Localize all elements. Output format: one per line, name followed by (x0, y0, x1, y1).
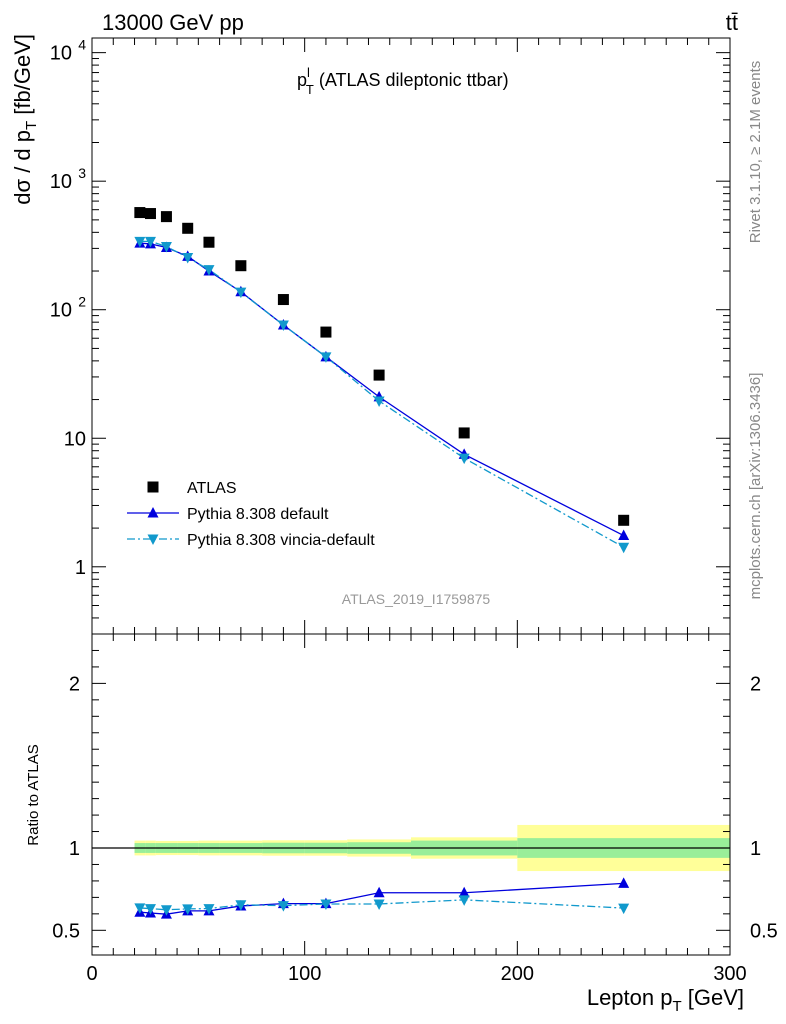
title-base: p (297, 70, 307, 90)
ratio-point-1 (277, 901, 289, 912)
main-point-0 (182, 222, 194, 234)
ratio-point-1 (235, 900, 247, 911)
ratio-point-0 (458, 886, 470, 898)
header-left: 13000 GeV pp (102, 10, 244, 35)
y-tick-label: 10 (50, 171, 72, 193)
ratio-y-tick-label-right: 1 (750, 838, 761, 860)
rivet-label: Rivet 3.1.10, ≥ 2.1M events (747, 61, 764, 244)
y-tick-label: 1 (75, 557, 86, 579)
main-point-2 (160, 242, 172, 253)
main-point-2 (182, 252, 194, 264)
legend-marker-1 (147, 507, 159, 518)
legend-marker-2 (147, 534, 159, 545)
main-point-2 (320, 352, 332, 363)
header-right: tt̄ (726, 10, 738, 35)
main-point-0 (320, 326, 332, 338)
x-tick-label: 100 (288, 963, 321, 985)
ratio-y-tick-label: 0.5 (52, 920, 80, 942)
title-rest: (ATLAS dileptonic ttbar) (314, 70, 509, 90)
y-tick-label: 10 (50, 43, 72, 65)
legend-label-1: Pythia 8.308 default (187, 506, 329, 523)
ratio-point-1 (203, 904, 215, 915)
analysis-id: ATLAS_2019_I1759875 (342, 591, 491, 607)
main-point-0 (277, 294, 289, 306)
main-point-0 (203, 236, 215, 248)
ratio-ylabel: Ratio to ATLAS (25, 744, 42, 845)
xlabel-pre: Lepton p (587, 985, 673, 1010)
ratio-panel: 0 100 200 3000.5 0.51 12 2 (52, 633, 778, 985)
ratio-point-1 (182, 904, 194, 915)
ratio-point-1 (144, 904, 156, 915)
x-tick-label: 200 (501, 963, 534, 985)
y-tick-label: 10 (50, 300, 72, 322)
main-ylabel-sub: T (23, 121, 40, 130)
main-point-2 (373, 396, 385, 407)
ratio-point-1 (134, 903, 146, 914)
main-point-2 (134, 236, 146, 248)
legend: ATLAS Pythia 8.308 default Pythia 8.308 vi… (127, 480, 375, 549)
main-point-0 (235, 260, 247, 272)
main-title: pl T (ATLAS dileptonic ttbar) (297, 65, 509, 97)
xlabel: Lepton pT [GeV] (587, 985, 744, 1015)
xlabel-sub: T (672, 998, 681, 1015)
main-ylabel: dσ / d pT [fb/GeV] (10, 34, 40, 205)
main-point-2 (618, 542, 630, 554)
main-ylabel-pre: dσ / d p (10, 130, 35, 205)
main-line-2 (139, 240, 624, 548)
main-point-2 (235, 287, 247, 299)
main-ylabel-post: [fb/GeV] (10, 34, 35, 121)
ratio-point-1 (373, 899, 385, 910)
main-point-2 (144, 236, 156, 248)
y-tick-label-exp: 4 (78, 37, 86, 53)
ratio-point-1 (320, 899, 332, 910)
ratio-line-0 (139, 882, 624, 915)
ratio-y-tick-label-right: 2 (750, 673, 761, 695)
main-point-0 (618, 514, 630, 526)
ratio-y-tick-label: 1 (69, 838, 80, 860)
legend-label-2: Pythia 8.308 vincia-default (187, 532, 375, 549)
ratio-y-tick-label-right: 0.5 (750, 920, 778, 942)
main-point-2 (277, 320, 289, 332)
ratio-point-1 (160, 905, 172, 916)
mcplots-label: mcplots.cern.ch [arXiv:1306.3436] (747, 373, 764, 600)
x-tick-label: 0 (86, 963, 97, 985)
ratio-point-1 (458, 895, 470, 906)
y-tick-label-exp: 3 (78, 165, 86, 181)
ratio-point-0 (373, 886, 385, 898)
ratio-point-1 (618, 903, 630, 915)
x-tick-label: 300 (713, 963, 746, 985)
title-sup: l (307, 65, 310, 80)
main-point-2 (203, 265, 215, 276)
legend-label-0: ATLAS (187, 480, 237, 497)
y-tick-label-exp: 2 (78, 294, 86, 310)
ratio-y-tick-label: 2 (69, 673, 80, 695)
main-point-0 (458, 427, 470, 439)
title-sub: T (306, 82, 314, 97)
main-point-0 (160, 211, 172, 223)
legend-marker-0 (147, 481, 159, 493)
main-point-0 (144, 208, 156, 220)
y-tick-label: 10 (64, 428, 86, 450)
xlabel-post: [GeV] (682, 985, 744, 1010)
ratio-point-0 (618, 877, 630, 888)
main-point-0 (134, 207, 146, 219)
main-point-2 (458, 453, 470, 465)
main-point-1 (618, 529, 630, 541)
main-panel: 1 10 10 2 10 3 10 4 (50, 37, 731, 635)
main-point-0 (373, 369, 385, 381)
